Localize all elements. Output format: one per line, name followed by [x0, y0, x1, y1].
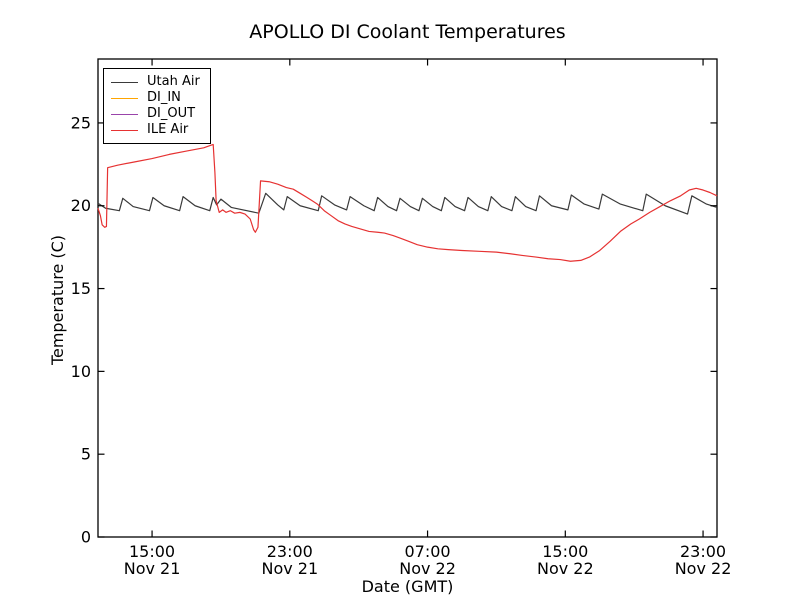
x-tick-label-date: Nov 21 [261, 559, 318, 578]
legend-line-sample-ile-air [111, 129, 138, 131]
x-tick-label-date: Nov 22 [675, 559, 732, 578]
y-tick-label: 0 [81, 528, 91, 547]
y-tick-label: 10 [71, 362, 91, 381]
legend-line-sample-utah-air [111, 81, 138, 83]
x-tick-label-time: 23:00 [680, 542, 726, 561]
axes [97, 58, 718, 538]
x-tick-label-time: 15:00 [542, 542, 588, 561]
legend-item-ile-air: ILE Air [111, 122, 200, 138]
legend-line-sample-di-out [111, 113, 138, 115]
x-tick-label-date: Nov 22 [399, 559, 456, 578]
series-line-utah-air [97, 192, 718, 215]
y-tick-label: 20 [71, 196, 91, 215]
axes-border [97, 58, 718, 538]
x-tick-label-time: 15:00 [129, 542, 175, 561]
chart-title: APOLLO DI Coolant Temperatures [249, 21, 565, 43]
y-tick-label: 5 [81, 445, 91, 464]
legend-line-sample-di-in [111, 97, 138, 99]
y-axis-label: Temperature (C) [48, 235, 67, 366]
series-line-ile-air [97, 143, 718, 262]
y-tick-label: 25 [71, 113, 91, 132]
x-tick-label-time: 23:00 [267, 542, 313, 561]
legend-label-di-out: DI_OUT [147, 106, 196, 121]
x-tick-label-date: Nov 21 [124, 559, 181, 578]
legend-item-di-in: DI_IN [111, 90, 200, 106]
series-lines [97, 143, 718, 262]
x-tick-label-time: 07:00 [405, 542, 451, 561]
x-tick-label-date: Nov 22 [537, 559, 594, 578]
legend-label-ile-air: ILE Air [147, 122, 189, 137]
legend-item-utah-air: Utah Air [111, 74, 200, 90]
legend-label-di-in: DI_IN [147, 90, 181, 105]
legend: Utah Air DI_IN DI_OUT ILE Air [103, 68, 211, 144]
x-axis-label: Date (GMT) [362, 577, 454, 596]
legend-item-di-out: DI_OUT [111, 106, 200, 122]
legend-label-utah-air: Utah Air [147, 74, 200, 89]
y-tick-label: 15 [71, 279, 91, 298]
